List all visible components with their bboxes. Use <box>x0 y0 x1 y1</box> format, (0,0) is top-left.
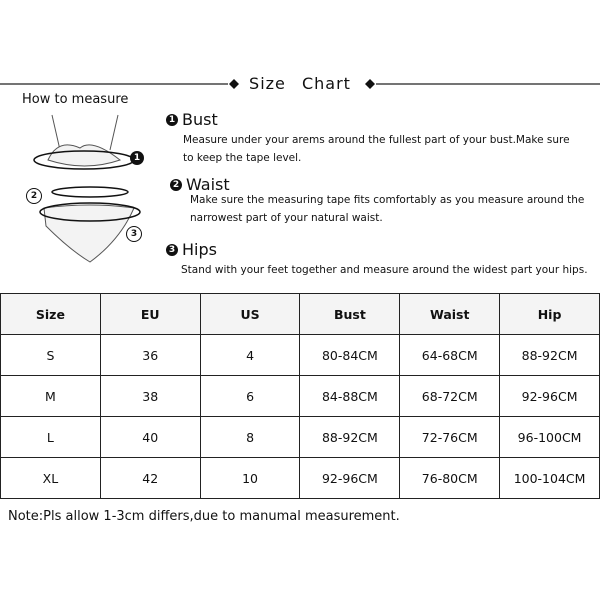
item-desc: Measure under your arems around the full… <box>183 131 570 167</box>
item-title: Bust <box>182 110 218 129</box>
table-cell: S <box>0 334 101 376</box>
table-cell: 72-76CM <box>399 416 501 458</box>
marker: 1 <box>130 145 144 165</box>
note: Note:Pls allow 1-3cm differs,due to manu… <box>8 509 400 524</box>
table-cell: 88-92CM <box>499 334 600 376</box>
table-cell: 92-96CM <box>499 375 600 417</box>
table-cell: 100-104CM <box>499 457 600 499</box>
marker-number: 2 <box>26 188 42 204</box>
item-desc: Make sure the measuring tape fits comfor… <box>190 191 584 227</box>
header-cell: Bust <box>299 293 401 335</box>
table-cell: 8 <box>199 416 301 458</box>
header-row: Size EU US Bust Waist Hip <box>0 293 600 335</box>
table-cell: M <box>0 375 101 417</box>
desc-line: Stand with your feet together and measur… <box>181 264 588 276</box>
item-number: 3 <box>166 243 178 256</box>
item-title: Hips <box>182 240 217 259</box>
header-cell: US <box>199 293 301 335</box>
table-cell: 96-100CM <box>499 416 600 458</box>
header-cell: Waist <box>399 293 501 335</box>
decor <box>0 79 600 263</box>
table-cell: 68-72CM <box>399 375 501 417</box>
desc-line: to keep the tape level. <box>183 152 302 164</box>
table-row: M 38 6 84-88CM 68-72CM 92-96CM <box>0 375 600 417</box>
desc-line: Measure under your arems around the full… <box>183 134 570 146</box>
diamond <box>229 79 239 89</box>
header-cell: Size <box>0 293 101 335</box>
table-cell: 42 <box>99 457 201 499</box>
illustration <box>33 114 141 263</box>
table-cell: 36 <box>99 334 201 376</box>
table-cell: 76-80CM <box>399 457 501 499</box>
item-heading: 1 Bust <box>166 110 218 129</box>
table-cell: 6 <box>199 375 301 417</box>
table-cell: XL <box>0 457 101 499</box>
marker-number: 3 <box>126 226 142 242</box>
marker-number: 1 <box>130 151 144 165</box>
title: Size Chart <box>249 74 351 93</box>
marker: 3 <box>126 221 142 242</box>
table-row: XL 42 10 92-96CM 76-80CM 100-104CM <box>0 457 600 499</box>
desc-line: Make sure the measuring tape fits comfor… <box>190 194 585 206</box>
item-number: 1 <box>166 113 178 126</box>
size-table: Size EU US Bust Waist Hip S 36 4 80-84CM 64-68CM 88… <box>0 293 600 499</box>
item-number: 2 <box>170 178 182 191</box>
subtitle: How to measure <box>22 92 129 107</box>
table-cell: 38 <box>99 375 201 417</box>
table-cell: 80-84CM <box>299 334 401 376</box>
table-cell: 4 <box>199 334 301 376</box>
diamond <box>365 79 375 89</box>
item-heading: 2 Waist <box>170 175 230 194</box>
marker: 2 <box>26 183 42 204</box>
table-row: S 36 4 80-84CM 64-68CM 88-92CM <box>0 334 600 376</box>
item-title: Waist <box>186 175 230 194</box>
table-cell: 10 <box>199 457 301 499</box>
header-cell: Hip <box>499 293 600 335</box>
item-desc: Stand with your feet together and measur… <box>181 261 588 279</box>
desc-line: narrowest part of your natural waist. <box>190 212 383 224</box>
table-cell: 84-88CM <box>299 375 401 417</box>
table-cell: 88-92CM <box>299 416 401 458</box>
header-cell: EU <box>99 293 201 335</box>
table-cell: L <box>0 416 101 458</box>
table-row: L 40 8 88-92CM 72-76CM 96-100CM <box>0 416 600 458</box>
table-cell: 64-68CM <box>399 334 501 376</box>
table-cell: 40 <box>99 416 201 458</box>
item-heading: 3 Hips <box>166 240 217 259</box>
table-cell: 92-96CM <box>299 457 401 499</box>
